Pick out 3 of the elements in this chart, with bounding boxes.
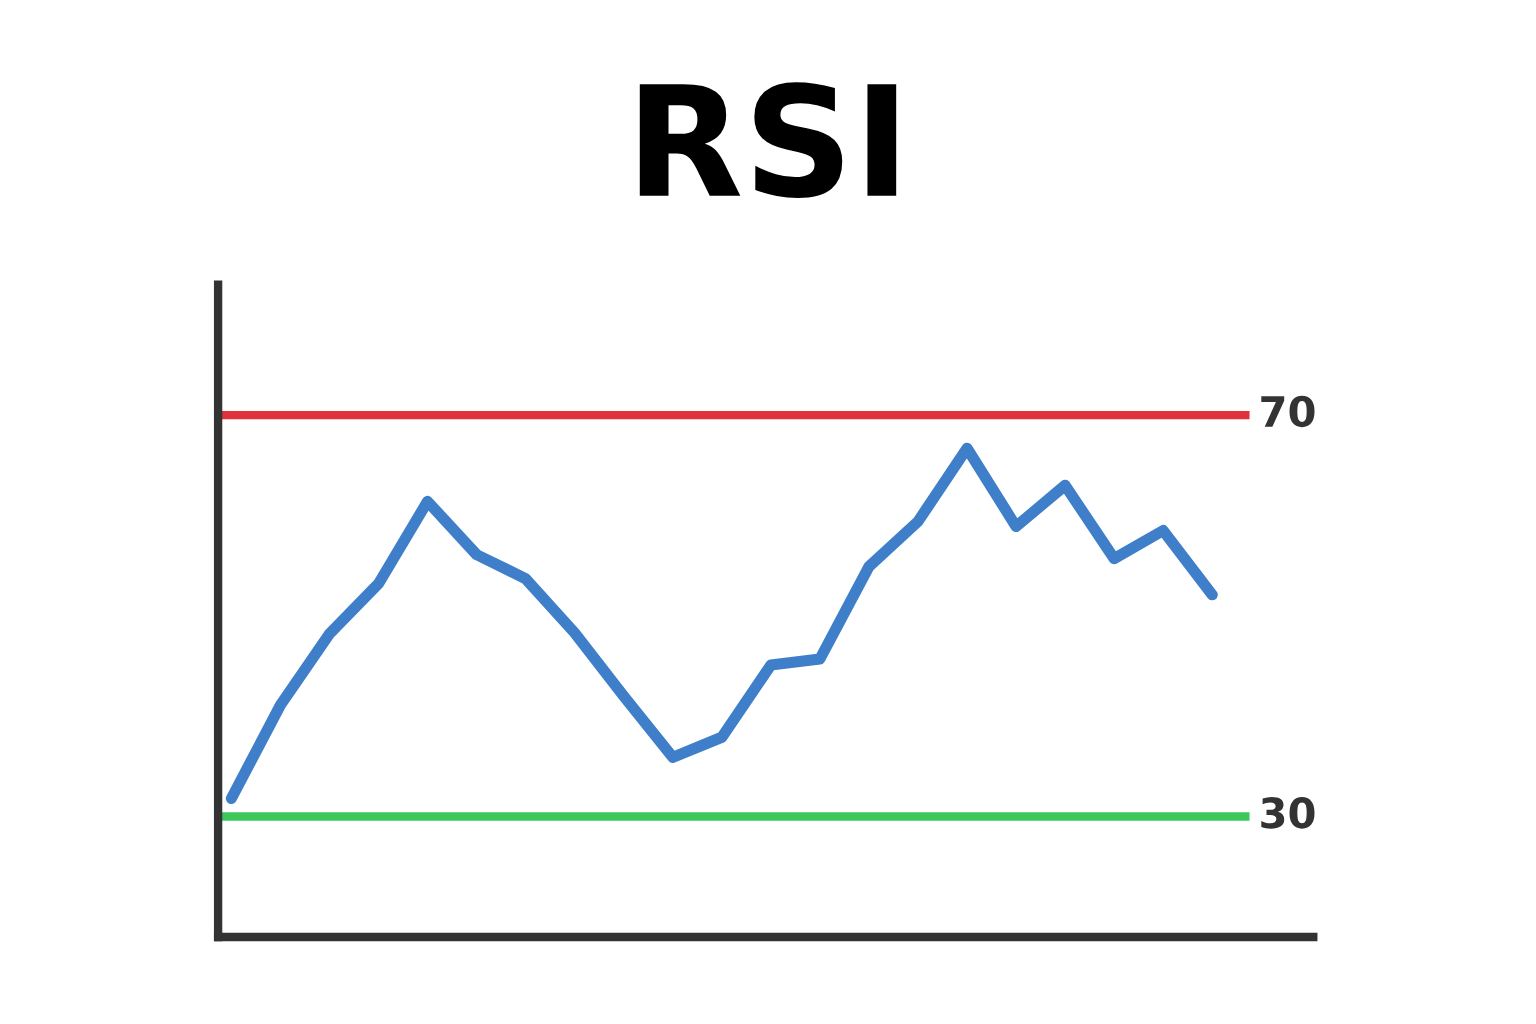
chart-title: RSI bbox=[639, 82, 897, 198]
ref-line-label: 70 bbox=[1261, 395, 1315, 428]
ref-line-label: 30 bbox=[1261, 797, 1315, 829]
